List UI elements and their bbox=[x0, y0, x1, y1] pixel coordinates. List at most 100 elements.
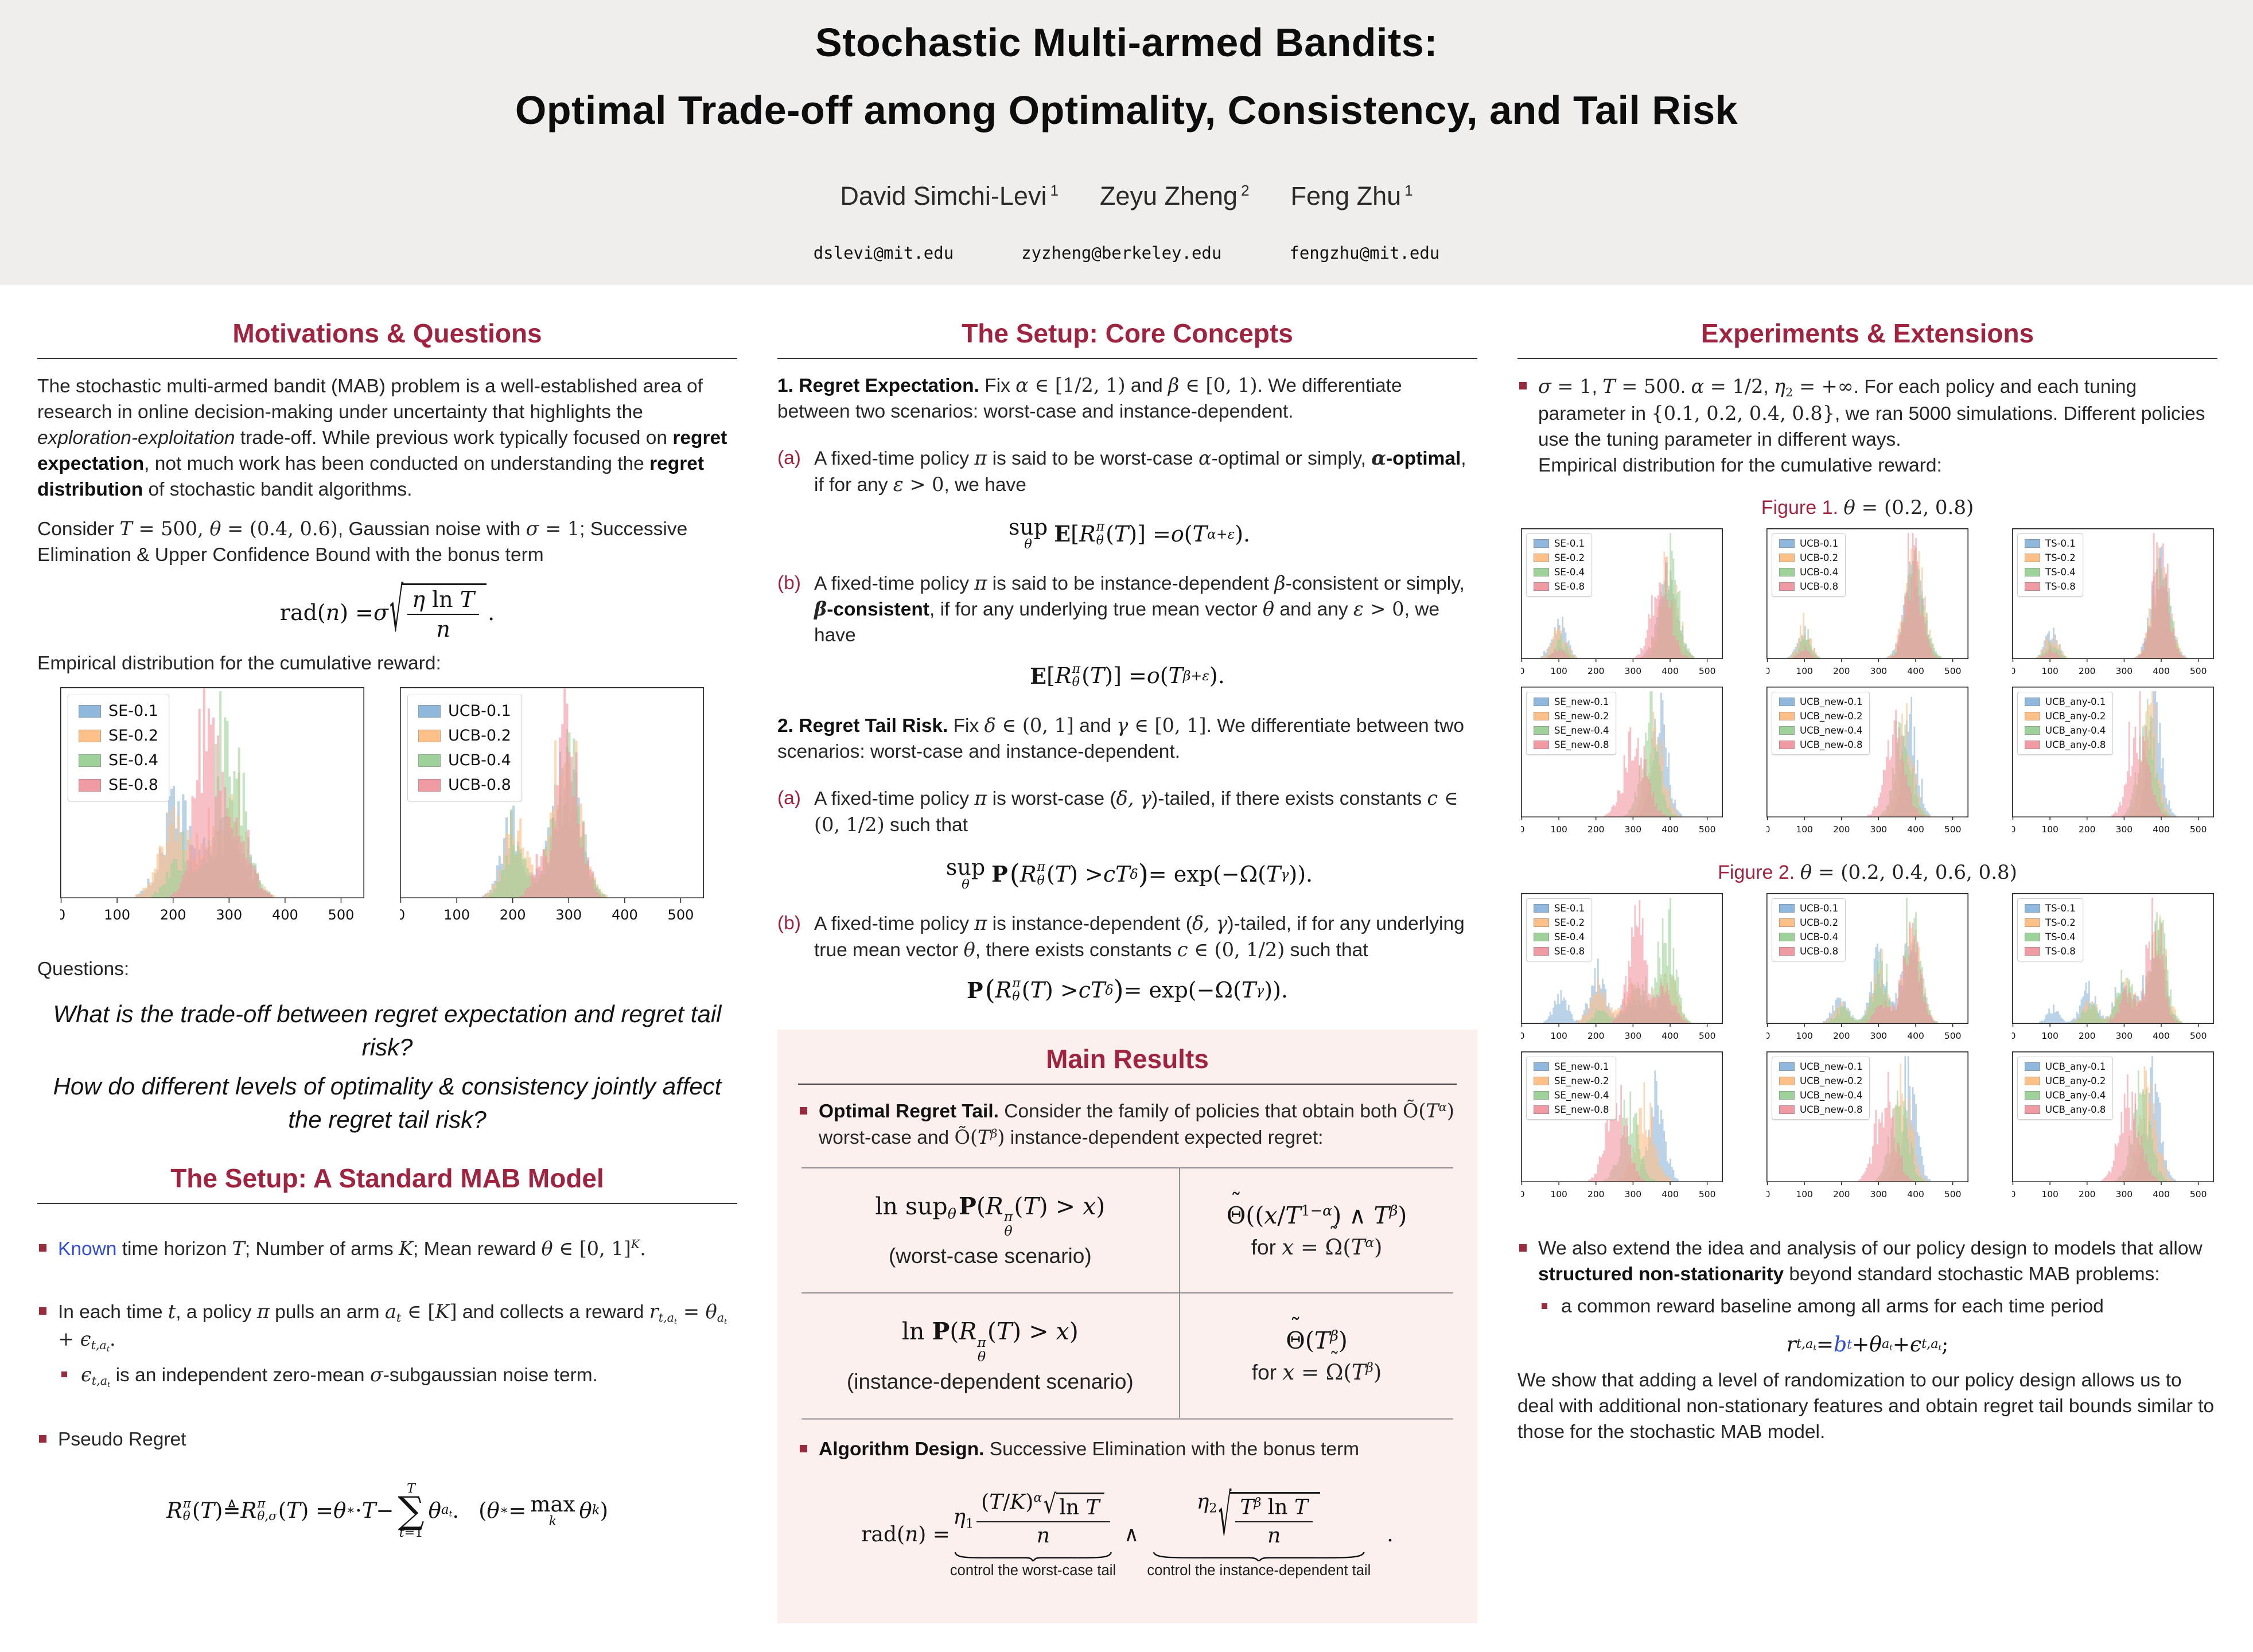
legend-label: TS-0.8 bbox=[2045, 945, 2076, 957]
legend-swatch bbox=[1534, 946, 1549, 956]
legend-swatch bbox=[1779, 903, 1795, 913]
legend-entry: UCB_any-0.1 bbox=[2025, 1061, 2106, 1072]
legend-label: UCB-0.2 bbox=[1800, 552, 1839, 563]
legend-label: UCB_any-0.1 bbox=[2045, 696, 2106, 707]
fig2-histogram-ts: 0 100 200 300 400 500 TS-0.1 TS-0.2 TS-0.4 TS-0.8 bbox=[2010, 893, 2214, 1043]
legend-label: SE_new-0.4 bbox=[1554, 1089, 1609, 1101]
item-label-b: (b) bbox=[777, 572, 801, 594]
x-tick-label: 400 bbox=[2153, 1189, 2170, 1199]
extension-paragraph: We also extend the idea and analysis of … bbox=[1517, 1236, 2217, 1288]
x-tick-label: 100 bbox=[2041, 666, 2059, 676]
email: dslevi@mit.edu bbox=[813, 243, 954, 263]
chart-legend: UCB_new-0.1 UCB_new-0.2 UCB_new-0.4 UCB_new… bbox=[1772, 1056, 1870, 1120]
x-tick-label: 300 bbox=[1870, 1031, 1888, 1041]
legend-entry: UCB-0.2 bbox=[1779, 917, 1838, 928]
legend-label: UCB_any-0.8 bbox=[2045, 1104, 2106, 1115]
item-b1: (b) A fixed-time policy π is said to be … bbox=[777, 571, 1465, 646]
x-tick-label: 0 bbox=[2012, 1031, 2015, 1041]
legend-entry: SE-0.1 bbox=[1534, 538, 1585, 549]
legend-swatch bbox=[1779, 567, 1795, 576]
main-results-box: Main Results Optimal Regret Tail. Consid… bbox=[777, 1030, 1477, 1623]
chart-legend: SE_new-0.1 SE_new-0.2 SE_new-0.4 SE_new-0.8 bbox=[1526, 1056, 1617, 1120]
legend-swatch bbox=[79, 778, 101, 792]
legend-label: SE-0.1 bbox=[1554, 902, 1585, 914]
x-tick-label: 200 bbox=[1833, 1031, 1850, 1041]
legend-label: UCB_new-0.2 bbox=[1800, 1075, 1863, 1086]
legend-entry: UCB_new-0.4 bbox=[1779, 1090, 1862, 1101]
legend-label: TS-0.1 bbox=[2045, 902, 2076, 914]
legend-label: SE-0.4 bbox=[108, 751, 158, 769]
legend-swatch bbox=[418, 729, 441, 742]
chart-legend: UCB_any-0.1 UCB_any-0.2 UCB_any-0.4 UCB_any… bbox=[2017, 1056, 2114, 1120]
legend-entry: UCB-0.4 bbox=[418, 751, 511, 769]
legend-entry: UCB_new-0.1 bbox=[1779, 696, 1862, 707]
x-tick-label: 100 bbox=[1796, 824, 1813, 835]
section-rule bbox=[777, 358, 1477, 359]
legend-swatch bbox=[1779, 946, 1795, 956]
legend-entry: UCB_any-0.8 bbox=[2025, 739, 2106, 750]
x-tick-label: 300 bbox=[2116, 1031, 2133, 1041]
legend-swatch bbox=[1534, 1076, 1549, 1085]
legend-entry: UCB-0.2 bbox=[418, 727, 511, 745]
randomization-paragraph: We show that adding a level of randomiza… bbox=[1517, 1370, 2215, 1443]
legend-entry: SE_new-0.8 bbox=[1534, 739, 1609, 750]
optimal-regret-tail-paragraph: Optimal Regret Tail. Consider the family… bbox=[798, 1098, 1457, 1151]
x-tick-label: 500 bbox=[2190, 666, 2207, 676]
x-tick-label: 300 bbox=[2116, 666, 2133, 676]
legend-swatch bbox=[1534, 539, 1549, 548]
section-rule bbox=[37, 1202, 737, 1204]
fig2-histogram-se-new: 0 100 200 300 400 500 SE_new-0.1 SE_new-0.2 SE_n… bbox=[1519, 1051, 1723, 1202]
legend-label: UCB_any-0.1 bbox=[2045, 1061, 2106, 1072]
x-tick-label: 400 bbox=[1661, 1189, 1679, 1199]
legend-entry: UCB_new-0.2 bbox=[1779, 1076, 1862, 1086]
legend-swatch bbox=[2025, 539, 2040, 548]
legend-swatch bbox=[1534, 711, 1549, 720]
section-title-setup-mab: The Setup: A Standard MAB Model bbox=[170, 1163, 604, 1193]
x-tick-label: 500 bbox=[1699, 824, 1716, 835]
x-tick-label: 300 bbox=[1625, 1031, 1642, 1041]
x-tick-label: 400 bbox=[1907, 1031, 1924, 1041]
legend-entry: SE-0.4 bbox=[79, 751, 158, 769]
x-tick-label: 300 bbox=[2116, 1189, 2133, 1199]
legend-label: TS-0.8 bbox=[2045, 580, 2076, 592]
fig1-histogram-ts: 0 100 200 300 400 500 TS-0.1 TS-0.2 TS-0.4 TS-0.8 bbox=[2010, 528, 2214, 679]
legend-swatch bbox=[2025, 1090, 2040, 1100]
item-label-b: (b) bbox=[777, 912, 801, 934]
authors-row: David Simchi-Levi 1 Zeyu Zheng 2 Feng Zhu 1 bbox=[0, 181, 2253, 211]
legend-swatch bbox=[2025, 553, 2040, 562]
x-tick-label: 400 bbox=[612, 907, 638, 923]
setup-bullet-policy: In each time t, a policy π pulls an arm … bbox=[37, 1299, 737, 1355]
legend-entry: SE-0.8 bbox=[79, 776, 158, 794]
legend-label: SE_new-0.1 bbox=[1554, 1061, 1609, 1072]
legend-label: TS-0.4 bbox=[2045, 931, 2076, 942]
legend-swatch bbox=[2025, 918, 2040, 927]
legend-swatch bbox=[1779, 740, 1795, 749]
legend-label: SE-0.8 bbox=[1554, 580, 1585, 592]
x-tick-label: 500 bbox=[2190, 1031, 2207, 1041]
legend-entry: TS-0.8 bbox=[2025, 946, 2076, 957]
legend-swatch bbox=[1534, 553, 1549, 562]
legend-entry: SE-0.4 bbox=[1534, 932, 1585, 942]
chart-legend: UCB-0.1 UCB-0.2 UCB-0.4 UCB-0.8 bbox=[407, 695, 522, 801]
legend-label: UCB-0.1 bbox=[1800, 537, 1839, 549]
fig2-histogram-se: 0 100 200 300 400 500 SE-0.1 SE-0.2 SE-0.4 SE-0.8 bbox=[1519, 893, 1723, 1043]
experiment-setup-paragraph: σ = 1, T = 500. α = 1/2, η2 = +∞. For ea… bbox=[1517, 374, 2217, 453]
legend-entry: UCB_any-0.1 bbox=[2025, 696, 2106, 707]
legend-label: SE_new-0.1 bbox=[1554, 696, 1609, 707]
legend-label: SE-0.1 bbox=[1554, 537, 1585, 549]
legend-swatch bbox=[2025, 740, 2040, 749]
legend-label: UCB_new-0.4 bbox=[1800, 724, 1863, 736]
legend-entry: SE_new-0.4 bbox=[1534, 1090, 1609, 1101]
author: Feng Zhu 1 bbox=[1290, 181, 1413, 211]
x-tick-label: 100 bbox=[2041, 1189, 2059, 1199]
x-tick-label: 400 bbox=[1661, 824, 1679, 835]
emails-row: dslevi@mit.edu zyzheng@berkeley.edu feng… bbox=[0, 243, 2253, 263]
legend-entry: UCB-0.1 bbox=[418, 702, 511, 720]
chart-legend: SE-0.1 SE-0.2 SE-0.4 SE-0.8 bbox=[1526, 898, 1593, 961]
legend-swatch bbox=[1779, 726, 1795, 735]
x-tick-label: 500 bbox=[1699, 666, 1716, 676]
